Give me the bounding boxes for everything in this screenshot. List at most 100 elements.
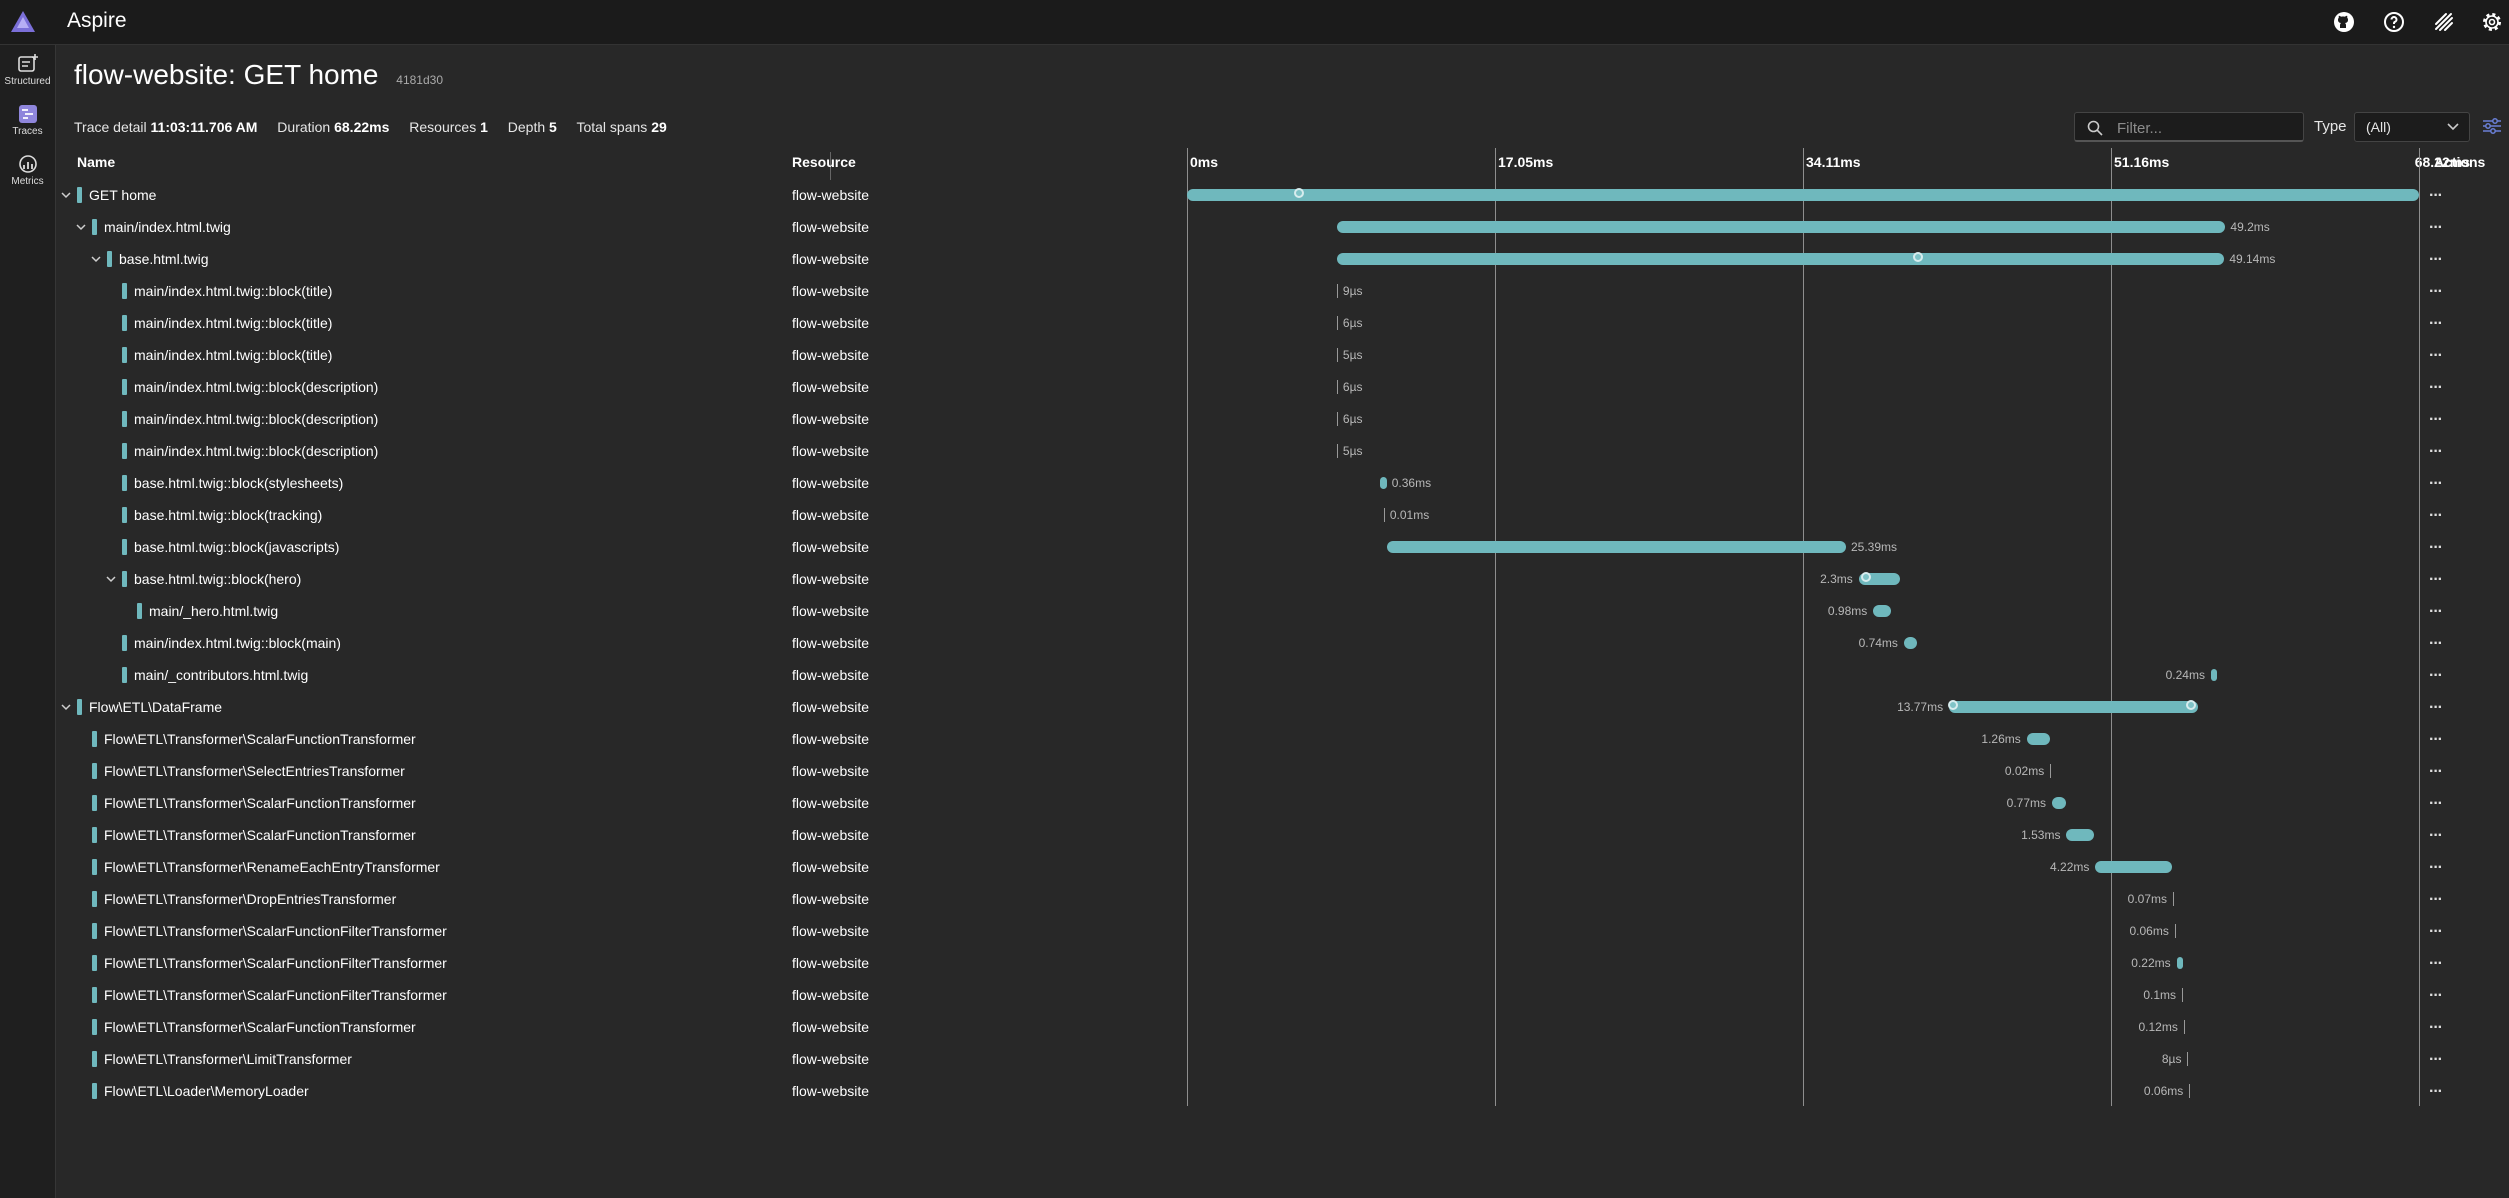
span-actions-button[interactable]: ··· <box>2429 571 2443 588</box>
span-row[interactable]: Flow\ETL\DataFrame flow-website 13.77ms ··· <box>55 691 2509 723</box>
span-actions-button[interactable]: ··· <box>2429 763 2443 780</box>
span-row[interactable]: Flow\ETL\Transformer\ScalarFunctionFilte… <box>55 947 2509 979</box>
span-actions-button[interactable]: ··· <box>2429 891 2443 908</box>
chevron-down-icon[interactable] <box>60 187 72 203</box>
span-event-dot[interactable] <box>1947 700 1958 710</box>
span-row[interactable]: Flow\ETL\Transformer\ScalarFunctionTrans… <box>55 819 2509 851</box>
span-bar[interactable] <box>2026 733 2050 745</box>
span-row[interactable]: Flow\ETL\Transformer\ScalarFunctionTrans… <box>55 723 2509 755</box>
span-row[interactable]: base.html.twig::block(javascripts) flow-w… <box>55 531 2509 563</box>
span-row[interactable]: main/index.html.twig::block(description)… <box>55 371 2509 403</box>
span-name: base.html.twig::block(tracking) <box>134 507 323 523</box>
github-icon[interactable] <box>2332 10 2356 34</box>
span-actions-button[interactable]: ··· <box>2429 283 2443 300</box>
span-bar[interactable] <box>1873 605 1891 617</box>
span-bar[interactable] <box>1336 253 2225 265</box>
span-actions-button[interactable]: ··· <box>2429 731 2443 748</box>
chevron-down-icon[interactable] <box>75 219 87 235</box>
span-row[interactable]: Flow\ETL\Transformer\RenameEachEntryTran… <box>55 851 2509 883</box>
span-bar[interactable] <box>1949 701 2198 713</box>
span-actions-button[interactable]: ··· <box>2429 603 2443 620</box>
span-row[interactable]: main/_hero.html.twig flow-website 0.98ms ··… <box>55 595 2509 627</box>
span-actions-button[interactable]: ··· <box>2429 923 2443 940</box>
span-event-dot[interactable] <box>1913 252 1924 262</box>
span-row[interactable]: main/index.html.twig::block(title) flow-w… <box>55 339 2509 371</box>
span-row[interactable]: Flow\ETL\Transformer\ScalarFunctionFilte… <box>55 979 2509 1011</box>
span-actions-button[interactable]: ··· <box>2429 955 2443 972</box>
span-row[interactable]: Flow\ETL\Transformer\ScalarFunctionTrans… <box>55 1011 2509 1043</box>
span-actions-button[interactable]: ··· <box>2429 475 2443 492</box>
span-row[interactable]: main/_contributors.html.twig flow-website… <box>55 659 2509 691</box>
span-row[interactable]: main/index.html.twig::block(description)… <box>55 403 2509 435</box>
span-row[interactable]: Flow\ETL\Transformer\DropEntriesTransfor… <box>55 883 2509 915</box>
column-header-resource[interactable]: Resource <box>792 154 856 170</box>
span-actions-button[interactable]: ··· <box>2429 187 2443 204</box>
type-select[interactable]: (All) <box>2354 112 2470 142</box>
span-event-dot[interactable] <box>1861 572 1872 582</box>
nav-structured[interactable]: Structured <box>0 53 55 87</box>
span-event-dot[interactable] <box>1293 188 1304 198</box>
theme-icon[interactable] <box>2432 10 2456 34</box>
span-row[interactable]: main/index.html.twig::block(description)… <box>55 435 2509 467</box>
span-actions-button[interactable]: ··· <box>2429 1083 2443 1100</box>
span-bar[interactable] <box>2210 669 2217 681</box>
span-row[interactable]: Flow\ETL\Transformer\LimitTransformer flo… <box>55 1043 2509 1075</box>
span-actions-button[interactable]: ··· <box>2429 219 2443 236</box>
span-row[interactable]: base.html.twig::block(tracking) flow-webs… <box>55 499 2509 531</box>
span-actions-button[interactable]: ··· <box>2429 315 2443 332</box>
span-row[interactable]: base.html.twig flow-website 49.14ms ··· <box>55 243 2509 275</box>
help-icon[interactable] <box>2382 10 2406 34</box>
span-row[interactable]: Flow\ETL\Transformer\ScalarFunctionFilte… <box>55 915 2509 947</box>
settings-gear-icon[interactable] <box>2480 10 2504 34</box>
span-row[interactable]: Flow\ETL\Loader\MemoryLoader flow-website… <box>55 1075 2509 1107</box>
span-bar[interactable] <box>2066 829 2095 841</box>
span-bar[interactable] <box>1336 221 2226 233</box>
chevron-down-icon[interactable] <box>105 571 117 587</box>
column-header-name[interactable]: Name <box>77 154 116 170</box>
span-row[interactable]: main/index.html.twig::block(title) flow-w… <box>55 275 2509 307</box>
span-actions-button[interactable]: ··· <box>2429 795 2443 812</box>
span-actions-button[interactable]: ··· <box>2429 507 2443 524</box>
span-actions-button[interactable]: ··· <box>2429 539 2443 556</box>
span-bar[interactable] <box>2052 797 2066 809</box>
nav-metrics[interactable]: Metrics <box>0 153 55 187</box>
span-actions-button[interactable]: ··· <box>2429 347 2443 364</box>
span-actions-button[interactable]: ··· <box>2429 699 2443 716</box>
span-actions-button[interactable]: ··· <box>2429 443 2443 460</box>
span-bar[interactable] <box>1903 637 1918 649</box>
span-row[interactable]: base.html.twig::block(hero) flow-website 2… <box>55 563 2509 595</box>
span-actions-button[interactable]: ··· <box>2429 987 2443 1004</box>
span-actions-button[interactable]: ··· <box>2429 1051 2443 1068</box>
span-actions-button[interactable]: ··· <box>2429 411 2443 428</box>
span-row[interactable]: base.html.twig::block(stylesheets) flow-w… <box>55 467 2509 499</box>
span-actions-button[interactable]: ··· <box>2429 635 2443 652</box>
span-bar[interactable] <box>1187 189 2419 201</box>
chevron-down-icon[interactable] <box>90 251 102 267</box>
span-bar[interactable] <box>1387 541 1846 553</box>
span-row[interactable]: GET home flow-website ··· <box>55 179 2509 211</box>
span-bar[interactable] <box>2095 861 2172 873</box>
span-row[interactable]: Flow\ETL\Transformer\ScalarFunctionTrans… <box>55 787 2509 819</box>
view-settings-icon[interactable] <box>2480 114 2504 138</box>
span-actions-button[interactable]: ··· <box>2429 379 2443 396</box>
span-name: main/index.html.twig::block(title) <box>134 283 333 299</box>
span-actions-button[interactable]: ··· <box>2429 1019 2443 1036</box>
span-row[interactable]: Flow\ETL\Transformer\SelectEntriesTransf… <box>55 755 2509 787</box>
span-row[interactable]: main/index.html.twig flow-website 49.2ms ··… <box>55 211 2509 243</box>
span-actions-button[interactable]: ··· <box>2429 251 2443 268</box>
span-bar[interactable] <box>1380 477 1387 489</box>
span-event-dot[interactable] <box>2186 700 2197 710</box>
summary-total-spans-value: 29 <box>651 119 667 135</box>
chevron-down-icon[interactable] <box>60 699 72 715</box>
filter-input[interactable] <box>2115 117 2299 139</box>
span-row[interactable]: main/index.html.twig::block(main) flow-we… <box>55 627 2509 659</box>
span-bar[interactable] <box>2176 957 2183 969</box>
span-actions-button[interactable]: ··· <box>2429 827 2443 844</box>
app-name[interactable]: Aspire <box>67 9 127 32</box>
span-actions-button[interactable]: ··· <box>2429 859 2443 876</box>
aspire-logo-icon[interactable] <box>9 8 37 36</box>
nav-traces[interactable]: Traces <box>0 103 55 137</box>
span-row[interactable]: main/index.html.twig::block(title) flow-w… <box>55 307 2509 339</box>
span-actions-button[interactable]: ··· <box>2429 667 2443 684</box>
column-resize-handle[interactable] <box>830 152 831 180</box>
